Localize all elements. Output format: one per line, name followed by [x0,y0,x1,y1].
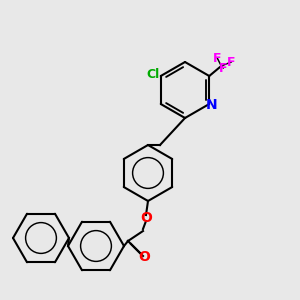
Text: Cl: Cl [146,68,159,80]
Text: N: N [206,98,217,112]
Text: O: O [140,211,152,225]
Text: F: F [219,61,227,74]
Text: F: F [213,52,221,64]
Text: F: F [227,56,236,68]
Text: O: O [138,250,150,264]
